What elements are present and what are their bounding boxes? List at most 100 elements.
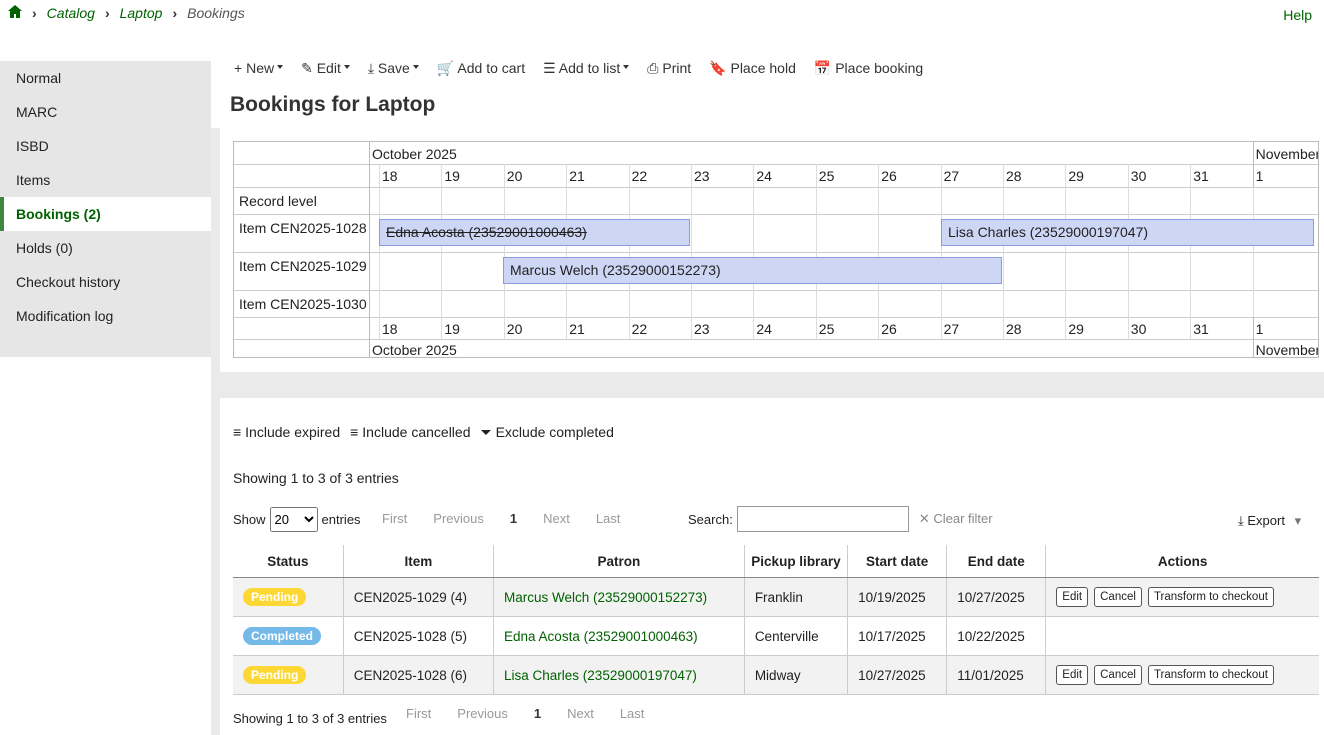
day-label: 28 <box>1006 168 1022 184</box>
filter-link[interactable]: ⏷ Exclude completed <box>480 424 614 440</box>
booking-bar[interactable]: Lisa Charles (23529000197047) <box>941 219 1314 246</box>
patron-link[interactable]: Marcus Welch (23529000152273) <box>504 589 708 605</box>
day-line <box>1127 317 1129 339</box>
cell: 10/27/2025 <box>946 577 1046 617</box>
page-link[interactable]: First <box>382 511 408 526</box>
separator <box>211 128 220 735</box>
patron-link[interactable]: Edna Acosta (23529001000463) <box>504 628 698 644</box>
day-line <box>815 317 817 339</box>
day-line <box>691 317 692 339</box>
page-link[interactable]: Last <box>595 511 621 526</box>
day-label: 20 <box>506 168 523 184</box>
group-label: Item CEN2025-1029 <box>239 258 367 274</box>
column-header[interactable]: Item <box>342 545 494 578</box>
sidebar-item[interactable]: Normal <box>16 70 62 86</box>
filter-link[interactable]: Include expired <box>233 424 340 441</box>
day-line <box>1003 317 1004 339</box>
page-link[interactable]: First <box>406 706 432 721</box>
cell: 10/22/2025 <box>946 616 1046 656</box>
status-badge: Pending <box>243 588 307 606</box>
crumb[interactable]: Catalog <box>46 5 95 21</box>
day-label: 18 <box>382 321 398 337</box>
export-button[interactable]: ⤓ Export ▾ <box>1238 513 1302 528</box>
sidebar-item[interactable]: Checkout history <box>16 274 121 290</box>
column-header[interactable]: End date <box>946 545 1046 578</box>
filter-link[interactable]: Include cancelled <box>350 424 470 441</box>
month-label: November <box>1255 146 1319 162</box>
day-label: 21 <box>569 321 585 337</box>
help-link[interactable]: Help <box>1283 7 1312 23</box>
day-label: 27 <box>943 321 960 337</box>
label: Export <box>1247 513 1285 528</box>
table-info: Showing 1 to 3 of 3 entries <box>233 711 387 726</box>
table-row: Pending CEN2025-1029 (4) Marcus Welch (235… <box>233 577 1319 617</box>
column-header: Actions <box>1045 545 1319 578</box>
group-label: Item CEN2025-1030 <box>239 296 367 312</box>
pagination: First Previous 1 Next Last <box>406 706 644 721</box>
cell: Edna Acosta (23529001000463) <box>493 616 745 656</box>
toolbar-button[interactable]: ✎ Edit <box>301 60 350 77</box>
row-line <box>234 214 1318 215</box>
sidebar-item[interactable]: Holds (0) <box>16 240 73 256</box>
sidebar-item[interactable]: ISBD <box>16 138 49 154</box>
action-button[interactable]: Edit <box>1056 665 1089 685</box>
action-button[interactable]: Edit <box>1056 587 1089 607</box>
sidebar-item[interactable]: Items <box>16 172 51 188</box>
label: New <box>246 60 283 76</box>
page-link[interactable]: Previous <box>433 511 484 526</box>
sidebar-item[interactable]: Bookings (2) <box>0 197 211 231</box>
action-button[interactable]: Cancel <box>1094 665 1142 685</box>
toolbar-button[interactable]: ⤓ Save <box>368 60 419 77</box>
page-link[interactable]: 1 <box>509 511 518 526</box>
month-label: October 2025 <box>372 146 457 162</box>
booking-bar[interactable]: Marcus Welch (23529000152273) <box>503 257 1002 284</box>
sidebar-item[interactable]: Modification log <box>16 308 114 324</box>
toolbar-button[interactable]: ☰ Add to list <box>543 60 629 77</box>
column-header[interactable]: Pickup library <box>743 545 848 578</box>
page-link[interactable]: Next <box>543 511 570 526</box>
cell: CEN2025-1029 (4) <box>342 577 494 617</box>
booking-bar[interactable]: Edna Acosta (23529001000463) <box>379 219 690 246</box>
day-label: 20 <box>506 321 523 337</box>
toolbar-button[interactable]: 🛒 Add to cart <box>436 60 526 76</box>
action-button[interactable]: Cancel <box>1094 587 1142 607</box>
sidebar-item[interactable]: MARC <box>16 104 58 120</box>
toolbar-button[interactable]: 🔖 Place hold <box>709 60 796 76</box>
search-input[interactable] <box>736 506 909 532</box>
cell: CEN2025-1028 (5) <box>342 616 494 656</box>
sidebar: Normal MARC ISBD Items Bookings (2) Holds (0)… <box>0 61 211 357</box>
cell: 10/19/2025 <box>847 577 947 617</box>
action-button[interactable]: Transform to checkout <box>1147 587 1274 607</box>
day-label: 29 <box>1068 168 1084 184</box>
home-icon[interactable] <box>8 5 22 18</box>
month-line <box>1252 142 1254 187</box>
day-label: 31 <box>1193 168 1209 184</box>
day-line <box>503 317 505 339</box>
table-row: Completed CEN2025-1028 (5) Edna Acosta (23… <box>233 616 1319 656</box>
column-header[interactable]: Patron <box>493 545 745 578</box>
page-link[interactable]: 1 <box>533 706 542 721</box>
status-badge: Pending <box>243 666 307 684</box>
day-line <box>878 164 880 317</box>
toolbar-button[interactable]: + New <box>234 60 283 77</box>
cell: Pending <box>233 577 344 617</box>
clear-filter[interactable]: ✕ Clear filter <box>918 511 993 526</box>
table-info: Showing 1 to 3 of 3 entries <box>233 470 399 486</box>
toolbar-button[interactable]: 📅 Place booking <box>813 60 924 76</box>
toolbar-button[interactable]: ⎙ Print <box>647 60 692 76</box>
patron-link[interactable]: Lisa Charles (23529000197047) <box>504 667 697 683</box>
pagination: First Previous 1 Next Last <box>382 511 620 526</box>
action-button[interactable]: Transform to checkout <box>1147 665 1274 685</box>
day-label: 25 <box>818 321 835 337</box>
page-link[interactable]: Next <box>567 706 594 721</box>
column-header: Status <box>233 545 344 578</box>
column-header[interactable]: Start date <box>847 545 947 578</box>
page-link[interactable]: Previous <box>457 706 508 721</box>
label: entries <box>321 512 361 527</box>
length-select[interactable]: 20 <box>269 507 318 532</box>
crumb[interactable]: Laptop <box>119 5 163 21</box>
page-link[interactable]: Last <box>619 706 645 721</box>
cell: Pending <box>233 655 344 695</box>
row-line <box>234 317 1318 318</box>
